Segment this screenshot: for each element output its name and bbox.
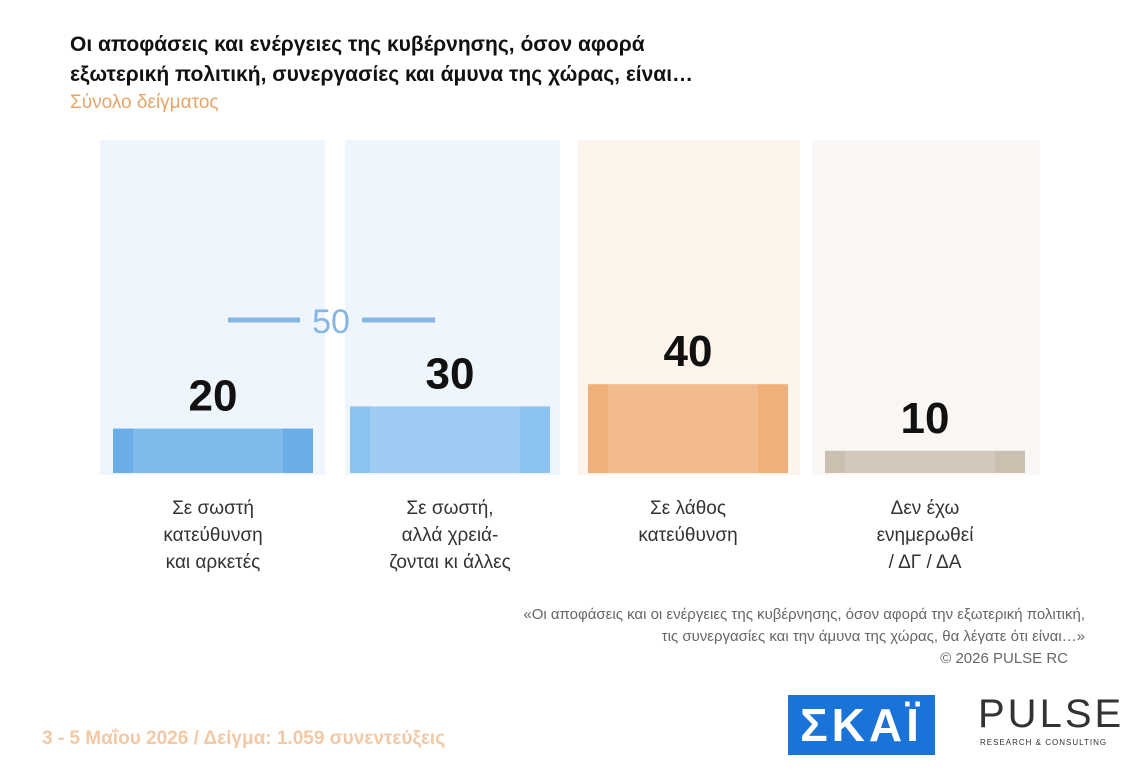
annotation: 50 xyxy=(312,303,350,341)
bar-shine xyxy=(133,428,283,473)
pulse-logo-sub: RESEARCH & CONSULTING xyxy=(980,738,1108,747)
value-label: 10 xyxy=(901,394,950,443)
copyright: © 2026 PULSE RC xyxy=(940,650,1068,667)
footnote: «Οι αποφάσεις και οι ενέργειες της κυβέρ… xyxy=(523,606,1085,645)
value-label: 20 xyxy=(189,372,238,421)
chart-title: Οι αποφάσεις και ενέργειες της κυβέρνηση… xyxy=(70,33,694,86)
bar-shine xyxy=(845,450,995,473)
skai-logo: ΣΚΑΪ xyxy=(788,695,935,755)
column-bg xyxy=(812,140,1040,475)
category-label: Σε λάθος κατεύθυνση xyxy=(638,498,738,546)
category-label: Δεν έχω ενημερωθεί / ΔΓ / ΔΑ xyxy=(876,498,974,573)
bar xyxy=(825,450,1025,473)
category-label: Σε σωστή κατεύθυνση και αρκετές xyxy=(163,498,263,573)
bar-shine xyxy=(608,384,758,473)
bar xyxy=(113,428,313,473)
bar xyxy=(588,384,788,473)
subtitle: Σύνολο δείγματος xyxy=(70,92,219,113)
bar-shine xyxy=(370,406,520,473)
column-bg xyxy=(100,140,325,475)
footer: 3 - 5 Μαΐου 2026 / Δείγμα: 1.059 συνεντε… xyxy=(42,728,446,749)
bar xyxy=(350,406,550,473)
pulse-logo: PULSE xyxy=(978,692,1125,736)
value-label: 30 xyxy=(426,349,475,398)
value-label: 40 xyxy=(664,327,713,376)
category-label: Σε σωστή, αλλά χρειά- ζονται κι άλλες xyxy=(389,498,511,573)
